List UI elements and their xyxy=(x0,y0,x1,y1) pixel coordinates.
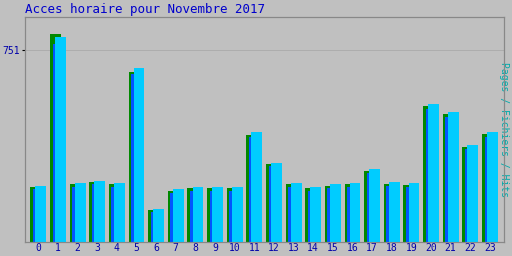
Bar xyxy=(310,187,321,242)
Bar xyxy=(153,209,164,242)
Bar xyxy=(448,112,459,242)
Bar xyxy=(482,134,493,242)
Bar xyxy=(347,187,358,242)
Bar xyxy=(367,173,377,242)
Bar xyxy=(227,188,238,242)
Bar xyxy=(229,191,240,242)
Bar xyxy=(409,183,419,242)
Bar xyxy=(249,137,260,242)
Bar xyxy=(389,182,400,242)
Bar xyxy=(291,183,302,242)
Bar xyxy=(207,188,218,242)
Bar xyxy=(148,210,159,242)
Bar xyxy=(288,187,299,242)
Bar xyxy=(109,184,120,242)
Bar xyxy=(350,183,360,242)
Y-axis label: Pages / Fichiers / Hits: Pages / Fichiers / Hits xyxy=(499,62,509,197)
Bar xyxy=(403,185,414,242)
Bar xyxy=(114,183,125,242)
Bar xyxy=(50,34,61,242)
Bar xyxy=(53,44,63,242)
Bar xyxy=(487,132,498,242)
Bar xyxy=(406,187,417,242)
Bar xyxy=(328,188,338,242)
Bar xyxy=(33,189,44,242)
Bar xyxy=(286,184,296,242)
Bar xyxy=(345,184,355,242)
Bar xyxy=(129,72,139,242)
Bar xyxy=(484,137,495,242)
Bar xyxy=(369,169,380,242)
Bar xyxy=(89,182,100,242)
Bar xyxy=(212,187,223,242)
Bar xyxy=(330,184,341,242)
Bar xyxy=(268,166,280,242)
Bar xyxy=(445,117,456,242)
Bar xyxy=(384,184,395,242)
Bar xyxy=(423,106,434,242)
Bar xyxy=(70,184,80,242)
Bar xyxy=(134,68,144,242)
Bar xyxy=(55,37,66,242)
Bar xyxy=(190,191,201,242)
Bar xyxy=(428,104,439,242)
Bar xyxy=(425,109,436,242)
Bar xyxy=(112,187,122,242)
Bar xyxy=(246,134,257,242)
Bar xyxy=(30,187,41,242)
Bar xyxy=(92,184,102,242)
Bar xyxy=(75,183,86,242)
Bar xyxy=(170,193,181,242)
Bar xyxy=(308,191,318,242)
Bar xyxy=(271,163,282,242)
Bar xyxy=(72,187,83,242)
Bar xyxy=(251,132,262,242)
Bar xyxy=(151,212,161,242)
Bar xyxy=(193,187,203,242)
Bar xyxy=(131,74,142,242)
Bar xyxy=(173,189,184,242)
Bar xyxy=(35,186,46,242)
Bar xyxy=(94,180,105,242)
Bar xyxy=(364,171,375,242)
Bar xyxy=(465,149,476,242)
Bar xyxy=(168,191,179,242)
Bar xyxy=(209,191,221,242)
Bar xyxy=(187,188,198,242)
Bar xyxy=(387,186,397,242)
Bar xyxy=(232,187,243,242)
Text: Acces horaire pour Novembre 2017: Acces horaire pour Novembre 2017 xyxy=(25,3,265,16)
Bar xyxy=(467,145,478,242)
Bar xyxy=(305,188,316,242)
Bar xyxy=(266,164,277,242)
Bar xyxy=(462,147,473,242)
Bar xyxy=(325,186,336,242)
Bar xyxy=(443,114,454,242)
